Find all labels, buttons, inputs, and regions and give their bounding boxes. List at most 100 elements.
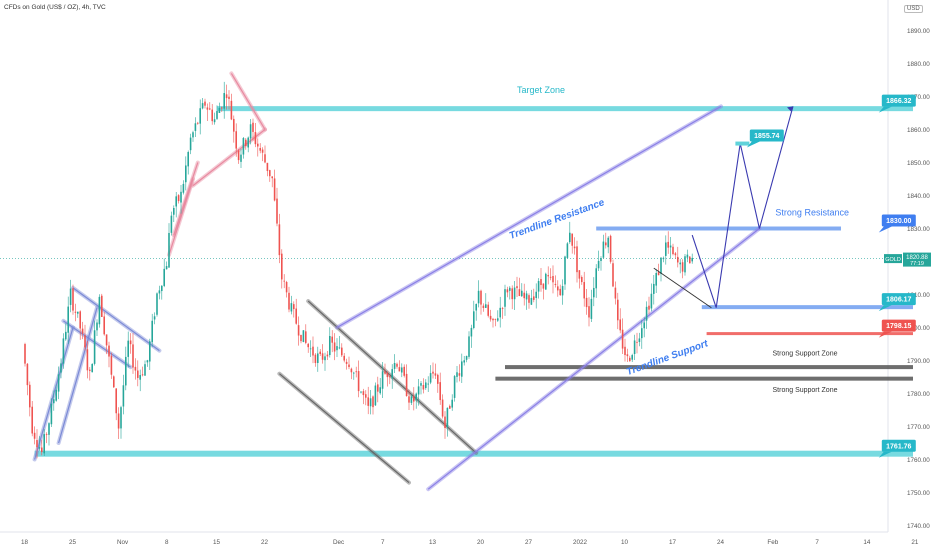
- candle-body: [482, 305, 485, 308]
- candle-body: [74, 311, 77, 313]
- candle-body: [77, 311, 79, 314]
- candle-body: [453, 376, 456, 398]
- candle-body: [542, 283, 545, 289]
- candle-body: [341, 347, 343, 356]
- candle-body: [393, 362, 396, 369]
- candle-body: [283, 280, 285, 282]
- candle-body: [84, 335, 86, 348]
- candle-body: [593, 287, 595, 298]
- candle-body: [480, 290, 482, 305]
- candle-body: [321, 353, 324, 360]
- candle-body: [161, 285, 163, 292]
- candle-body: [31, 406, 33, 434]
- candle-body: [307, 343, 309, 348]
- candle-body: [139, 375, 141, 380]
- candle-body: [53, 399, 55, 404]
- candle-body: [86, 349, 89, 371]
- candle-body: [151, 320, 153, 343]
- candle-body: [473, 311, 475, 328]
- candle-body: [494, 318, 497, 320]
- candle-body: [156, 293, 158, 315]
- candle-body: [638, 338, 641, 343]
- price-callout: [881, 94, 916, 107]
- price-tick-label: 1890.00: [907, 28, 930, 35]
- candle-body: [230, 100, 233, 120]
- candle-body: [204, 101, 206, 106]
- price-tick-label: 1760.00: [907, 457, 930, 464]
- candle-body: [456, 372, 458, 377]
- candle-body: [516, 286, 518, 289]
- current-price-badge: [903, 252, 931, 267]
- candle-body: [657, 272, 660, 276]
- candle-body: [168, 232, 170, 268]
- candle-body: [470, 327, 473, 337]
- time-tick-label: 14: [863, 539, 871, 546]
- price-callout-text: 1866.32: [886, 98, 911, 105]
- candle-body: [197, 122, 199, 124]
- candle-body: [338, 347, 341, 349]
- candle-body: [285, 281, 288, 293]
- price-tick-label: 1740.00: [907, 523, 930, 530]
- candle-body: [343, 355, 345, 361]
- price-callout-text: 1761.76: [886, 443, 911, 450]
- candle-body: [379, 387, 381, 394]
- candle-body: [192, 132, 194, 138]
- candlestick-series: [24, 81, 693, 459]
- candle-body: [540, 279, 542, 285]
- candle-body: [129, 340, 132, 345]
- candle-body: [624, 346, 626, 356]
- candle-body: [444, 416, 446, 428]
- time-tick-label: 17: [669, 539, 677, 546]
- candle-body: [458, 373, 461, 376]
- candle-body: [554, 283, 557, 285]
- candle-body: [96, 322, 98, 331]
- candle-body: [240, 154, 242, 162]
- price-badges: 1866.32 1855.74 1830.00 1806.17 1798.15 1761.…: [746, 94, 931, 458]
- candle-body: [345, 361, 348, 364]
- candle-body: [175, 196, 177, 207]
- candle-body: [408, 396, 410, 403]
- candle-body: [645, 306, 648, 321]
- candle-body: [233, 118, 235, 132]
- annotation-label: Strong Support Zone: [773, 351, 838, 358]
- candle-body: [626, 354, 629, 357]
- candle-body: [422, 384, 425, 390]
- price-callout-pointer: [878, 226, 892, 233]
- candle-body: [365, 394, 367, 398]
- currency-selector[interactable]: USD: [904, 5, 923, 13]
- price-tick-label: 1770.00: [907, 424, 930, 431]
- candle-body: [487, 304, 489, 316]
- candle-body: [501, 308, 504, 309]
- candle-body: [125, 356, 127, 386]
- candle-body: [468, 336, 470, 357]
- price-callout: [749, 129, 784, 142]
- price-tick-label: 1840.00: [907, 193, 930, 200]
- candle-body: [686, 254, 689, 258]
- candle-body: [535, 291, 537, 299]
- candle-body: [605, 242, 607, 246]
- candle-body: [561, 286, 564, 296]
- candle-body: [113, 376, 115, 388]
- time-tick-label: 21: [911, 539, 919, 546]
- candle-body: [317, 353, 319, 363]
- candle-body: [545, 273, 547, 290]
- candle-body: [254, 132, 257, 145]
- candle-body: [648, 305, 650, 310]
- price-tick-label: 1780.00: [907, 391, 930, 398]
- candle-body: [643, 322, 645, 329]
- price-callout: [881, 319, 916, 332]
- candle-body: [29, 384, 31, 408]
- candle-body: [451, 399, 453, 408]
- time-tick-label: Feb: [767, 539, 778, 546]
- candle-body: [235, 131, 237, 149]
- candle-body: [245, 139, 247, 146]
- candle-body: [185, 165, 187, 183]
- time-tick-label: 13: [429, 539, 437, 546]
- candle-body: [333, 342, 336, 352]
- candle-body: [477, 290, 480, 304]
- price-callout-pointer: [878, 331, 892, 338]
- candle-body: [278, 224, 281, 256]
- candle-body: [461, 361, 463, 377]
- early-rising-channel-line: [72, 287, 160, 352]
